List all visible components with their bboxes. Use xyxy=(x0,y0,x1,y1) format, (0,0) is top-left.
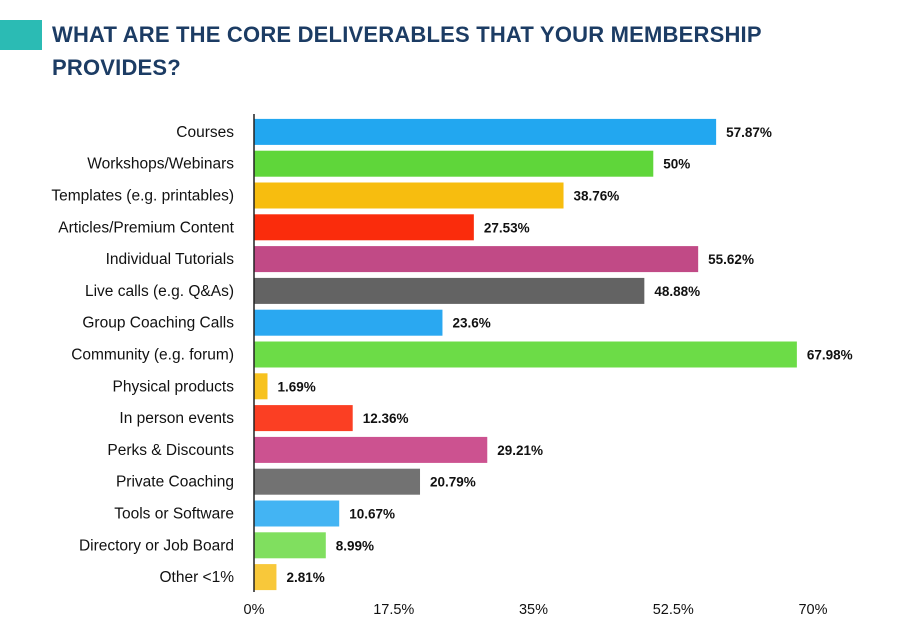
x-tick-label-2: 35% xyxy=(519,602,548,618)
title-line-1: WHAT ARE THE CORE DELIVERABLES THAT YOUR… xyxy=(52,22,762,47)
category-label-6: Group Coaching Calls xyxy=(82,315,234,332)
value-label-1: 50% xyxy=(663,157,690,172)
category-label-1: Workshops/Webinars xyxy=(87,156,234,173)
value-label-6: 23.6% xyxy=(452,316,490,331)
x-tick-label-1: 17.5% xyxy=(373,602,414,618)
category-label-8: Physical products xyxy=(113,378,235,395)
title-line-2: PROVIDES? xyxy=(52,55,181,80)
value-label-13: 8.99% xyxy=(336,538,374,553)
bar-9 xyxy=(254,405,353,432)
bar-12 xyxy=(254,500,340,527)
bar-10 xyxy=(254,436,488,463)
value-label-0: 57.87% xyxy=(726,125,772,140)
category-label-14: Other <1% xyxy=(159,569,234,586)
page-title: WHAT ARE THE CORE DELIVERABLES THAT YOUR… xyxy=(52,18,812,84)
category-label-0: Courses xyxy=(176,124,234,141)
category-label-9: In person events xyxy=(119,410,234,427)
value-label-7: 67.98% xyxy=(807,348,853,363)
value-label-10: 29.21% xyxy=(497,443,543,458)
bar-5 xyxy=(254,277,645,304)
value-label-9: 12.36% xyxy=(363,411,409,426)
category-label-4: Individual Tutorials xyxy=(106,251,235,268)
bar-14 xyxy=(254,564,277,591)
bar-1 xyxy=(254,150,654,177)
bar-2 xyxy=(254,182,564,209)
category-label-2: Templates (e.g. printables) xyxy=(51,188,234,205)
category-label-3: Articles/Premium Content xyxy=(58,219,234,236)
bar-3 xyxy=(254,214,474,241)
bar-6 xyxy=(254,309,443,336)
x-tick-label-3: 52.5% xyxy=(653,602,694,618)
x-tick-label-0: 0% xyxy=(244,602,265,618)
category-label-11: Private Coaching xyxy=(116,474,234,491)
bar-11 xyxy=(254,468,421,495)
bar-7 xyxy=(254,341,797,368)
bar-13 xyxy=(254,532,326,559)
category-label-10: Perks & Discounts xyxy=(107,442,234,459)
value-label-8: 1.69% xyxy=(277,379,315,394)
title-accent-bar xyxy=(0,20,42,50)
category-label-12: Tools or Software xyxy=(114,506,234,523)
x-tick-label-4: 70% xyxy=(798,602,827,618)
value-label-2: 38.76% xyxy=(574,189,620,204)
bar-0 xyxy=(254,118,717,145)
value-label-5: 48.88% xyxy=(654,284,700,299)
bar-8 xyxy=(254,373,268,400)
value-label-3: 27.53% xyxy=(484,220,530,235)
value-label-12: 10.67% xyxy=(349,507,395,522)
category-label-7: Community (e.g. forum) xyxy=(71,347,234,364)
bar-4 xyxy=(254,246,699,273)
value-label-4: 55.62% xyxy=(708,252,754,267)
category-label-13: Directory or Job Board xyxy=(79,537,234,554)
value-label-14: 2.81% xyxy=(286,570,324,585)
value-label-11: 20.79% xyxy=(430,475,476,490)
category-label-5: Live calls (e.g. Q&As) xyxy=(85,283,234,300)
